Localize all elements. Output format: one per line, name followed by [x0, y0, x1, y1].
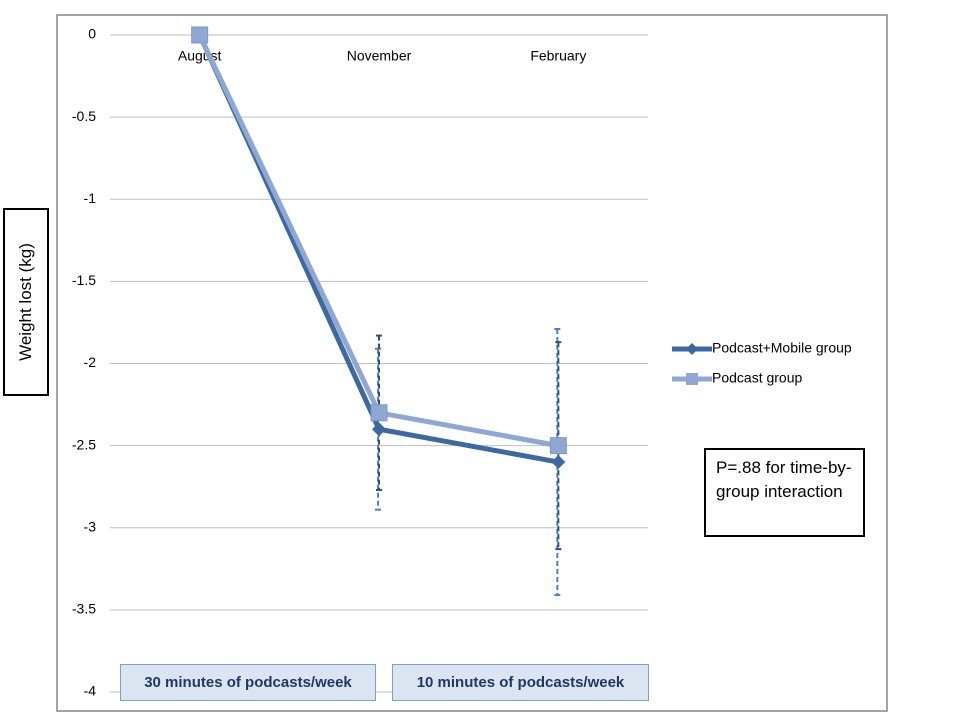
y-tick-label: -2.5 [72, 436, 96, 452]
y-tick-label: -4 [84, 683, 97, 699]
legend-label: Podcast+Mobile group [712, 340, 852, 356]
y-axis-label: Weight lost (kg) [16, 243, 35, 361]
period-label: 10 minutes of podcasts/week [392, 664, 649, 701]
y-tick-label: -1.5 [72, 272, 96, 288]
y-tick-label: -3 [84, 518, 97, 534]
y-tick-label: -0.5 [72, 108, 96, 124]
y-label-box: Weight lost (kg) [3, 208, 49, 396]
y-tick-label: -3.5 [72, 601, 96, 617]
chart-frame [56, 14, 888, 712]
x-tick-label: August [178, 48, 222, 64]
marker [551, 455, 566, 470]
x-tick-label: February [530, 48, 586, 64]
x-tick-label: November [347, 48, 412, 64]
marker [549, 437, 567, 455]
legend-label: Podcast group [712, 370, 802, 386]
legend-marker [686, 343, 698, 355]
marker [191, 26, 209, 44]
y-tick-label: -1 [84, 190, 97, 206]
marker [370, 404, 388, 422]
annotation: P=.88 for time-by-group interaction [704, 448, 865, 537]
y-tick-label: 0 [88, 26, 96, 42]
period-label: 30 minutes of podcasts/week [120, 664, 376, 701]
marker [372, 422, 386, 437]
y-tick-label: -2 [84, 354, 97, 370]
legend-marker [686, 373, 698, 385]
